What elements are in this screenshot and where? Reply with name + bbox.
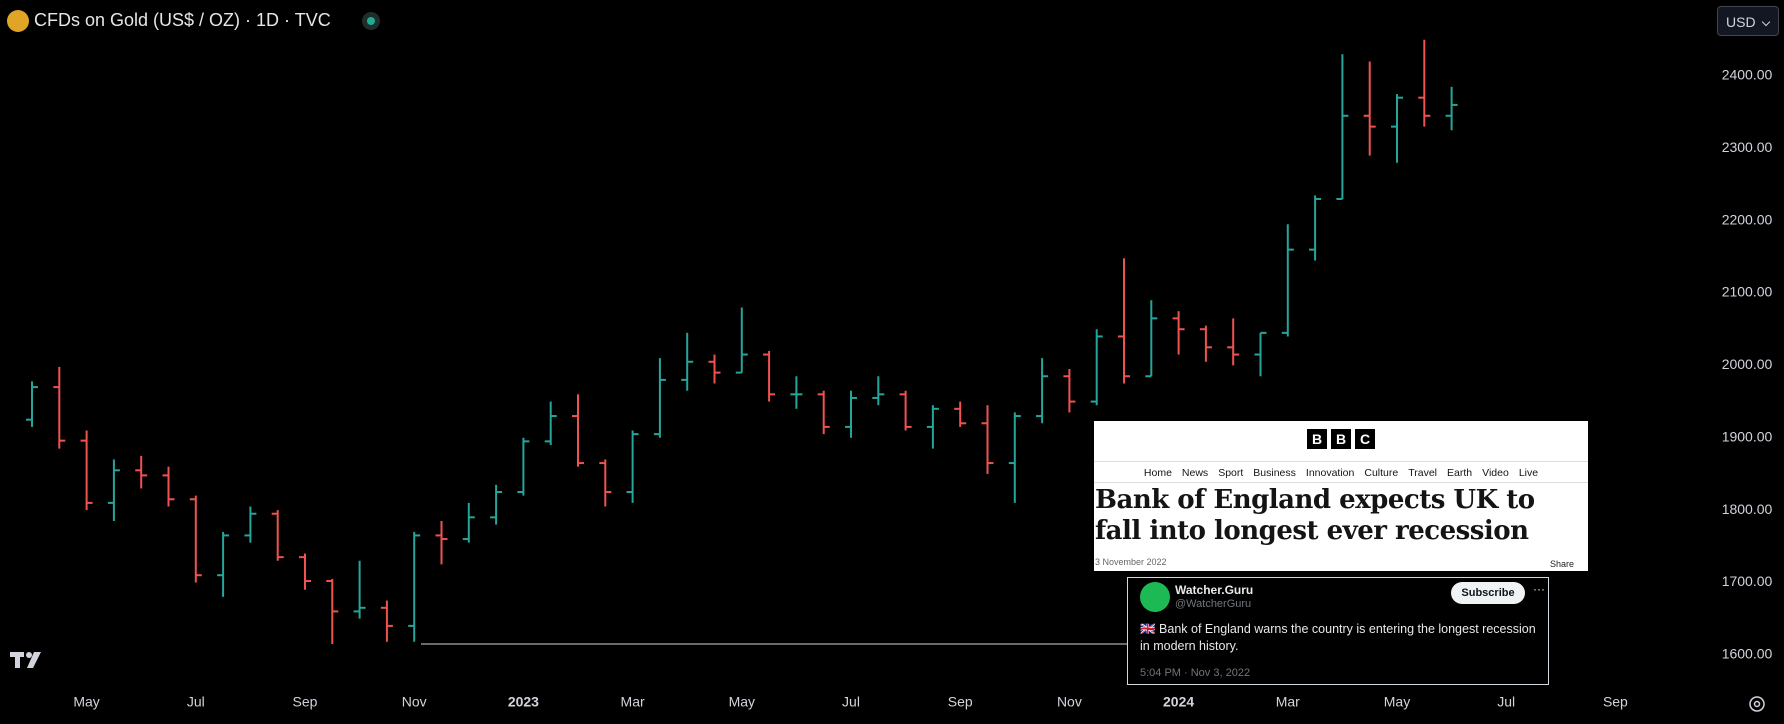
symbol-icon (7, 10, 29, 32)
y-tick-label: 2300.00 (1722, 139, 1773, 155)
y-tick-label: 2400.00 (1722, 67, 1773, 83)
logo-letter: B (1331, 429, 1351, 449)
nav-item: Business (1253, 467, 1296, 479)
tweet-text: 🇬🇧 Bank of England warns the country is … (1140, 622, 1536, 653)
nav-item: Live (1518, 467, 1539, 479)
x-tick-label: Jul (1497, 694, 1515, 710)
x-tick-label: Mar (1276, 694, 1300, 710)
tweet-avatar (1140, 582, 1170, 612)
x-tick-label: Sep (948, 694, 973, 710)
x-tick-label: Sep (293, 694, 318, 710)
tweet-more: ··· (1533, 582, 1545, 596)
nav-item: Culture (1364, 467, 1399, 479)
x-tick-label: Nov (1057, 694, 1082, 710)
x-tick-label: Jul (842, 694, 860, 710)
tweet-name: Watcher.Guru (1175, 583, 1254, 597)
y-tick-label: 1600.00 (1722, 646, 1773, 662)
logo-letter: C (1355, 429, 1375, 449)
nav-item: Sport (1218, 467, 1244, 479)
x-tick-label: May (73, 694, 99, 710)
nav-item: Innovation (1305, 467, 1355, 479)
nav-item: Earth (1447, 467, 1473, 479)
x-tick-label: Mar (621, 694, 645, 710)
x-tick-label: May (729, 694, 755, 710)
y-tick-label: 1700.00 (1722, 573, 1773, 589)
nav-item: Home (1143, 467, 1172, 479)
tweet-handle: @WatcherGuru (1175, 598, 1252, 610)
tweet-screenshot: Watcher.Guru @WatcherGuru Subscribe ··· … (1127, 577, 1549, 685)
settings-icon[interactable] (1749, 696, 1765, 712)
nav-item: News (1181, 467, 1209, 479)
currency-select[interactable]: USD (1717, 6, 1779, 36)
logo-letter: B (1307, 429, 1327, 449)
article-share: Share (1549, 559, 1574, 569)
y-tick-label: 1800.00 (1722, 501, 1773, 517)
x-tick-label: 2024 (1163, 694, 1194, 710)
market-status (362, 12, 380, 30)
y-tick-label: 2100.00 (1722, 284, 1773, 300)
nav-item: Travel (1408, 467, 1438, 479)
x-tick-label: May (1384, 694, 1410, 710)
x-tick-label: Nov (402, 694, 427, 710)
article-date: 3 November 2022 (1095, 557, 1167, 567)
tweet-subscribe: Subscribe (1451, 582, 1525, 604)
x-tick-label: 2023 (508, 694, 539, 710)
x-tick-label: Sep (1603, 694, 1628, 710)
y-tick-label: 1900.00 (1722, 428, 1773, 444)
tweet-time: 5:04 PM · Nov 3, 2022 (1140, 667, 1251, 679)
article-nav: Home News Sport Business Innovation Culture Tr… (1094, 461, 1588, 483)
article-headline: Bank of England expects UK to fall into … (1095, 485, 1535, 546)
chart-title: CFDs on Gold (US$ / OZ) · 1D · TVC (34, 10, 331, 30)
y-tick-label: 2000.00 (1722, 356, 1773, 372)
y-tick-label: 2200.00 (1722, 211, 1773, 227)
x-tick-label: Jul (187, 694, 205, 710)
tv-logo (10, 652, 41, 668)
nav-item: Video (1482, 467, 1509, 479)
